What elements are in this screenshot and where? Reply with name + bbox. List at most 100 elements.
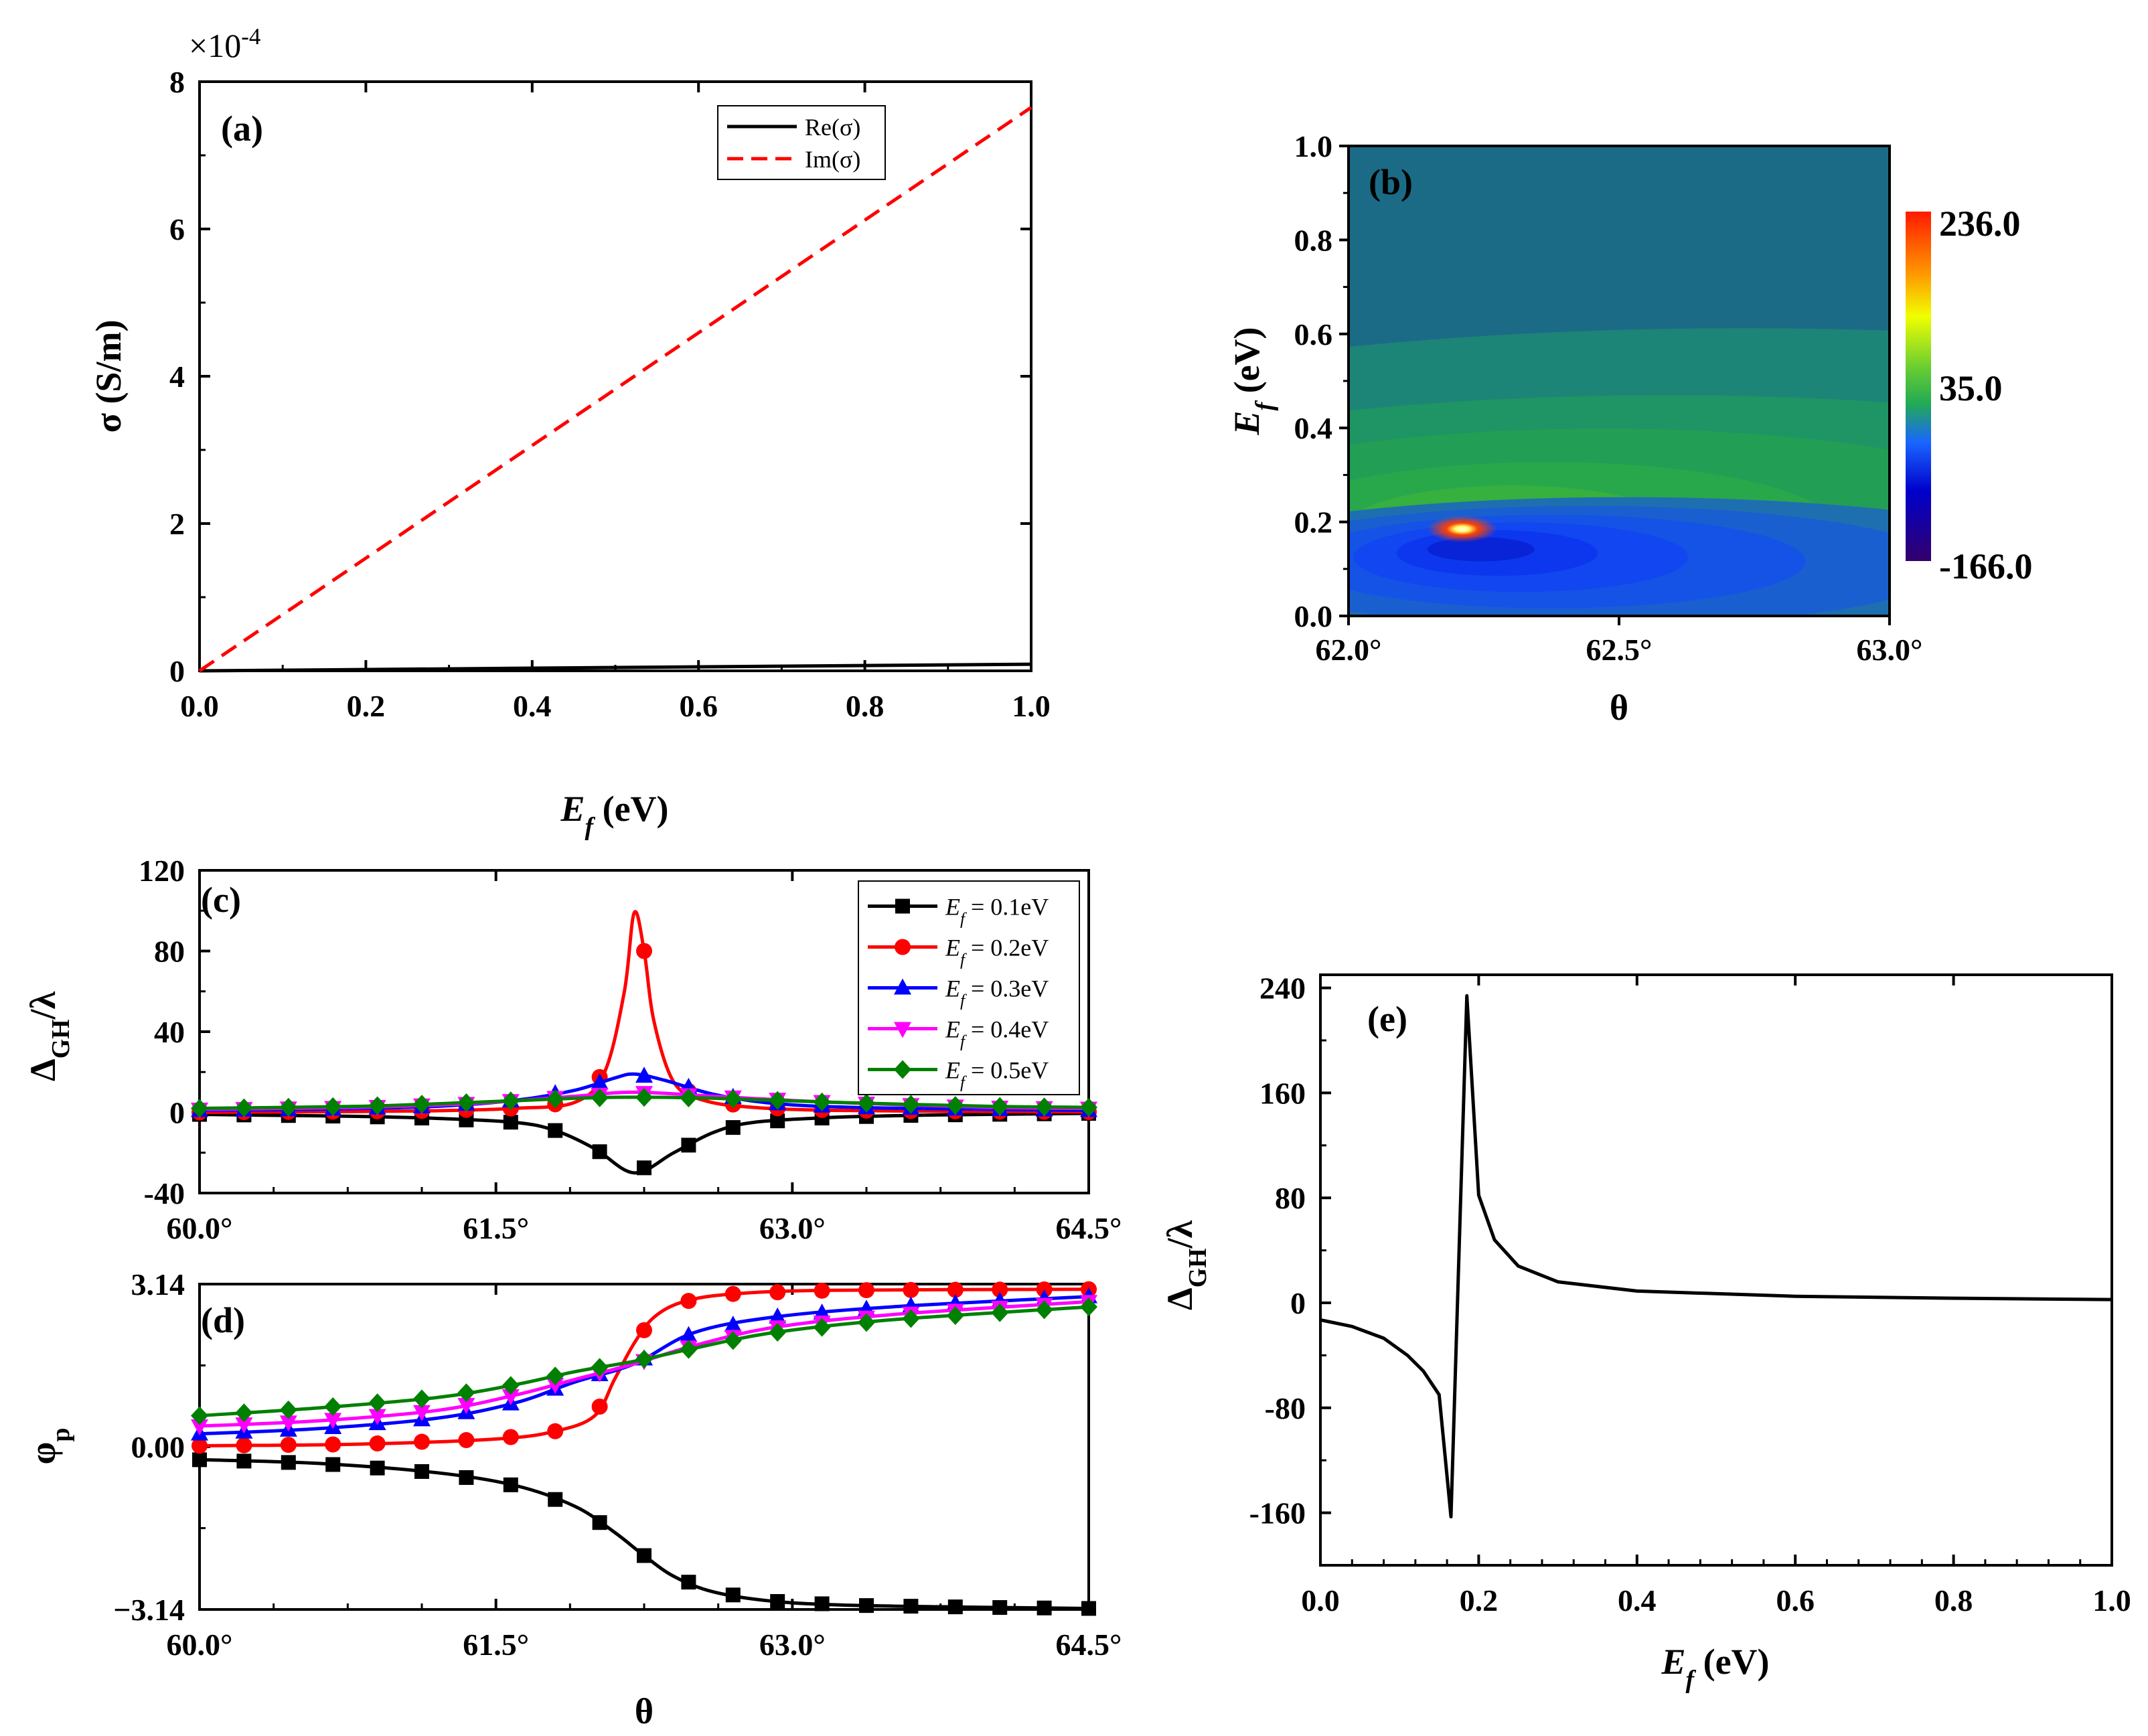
data-point bbox=[902, 1095, 920, 1114]
panel-b-plot: 62.0° 62.5° 63.0° 0.0 0.2 0.4 0.6 0.8 1.0 (b) 236.… bbox=[1227, 129, 2032, 728]
y-tick-label: 0.4 bbox=[1294, 411, 1333, 445]
data-point bbox=[457, 1398, 475, 1415]
y-tick-label: 80 bbox=[154, 935, 185, 969]
panel-label: (e) bbox=[1367, 999, 1407, 1039]
series-markers-5 bbox=[191, 1088, 1097, 1118]
x-tick-label: 0.8 bbox=[846, 689, 885, 723]
x-tick-label: 62.0° bbox=[1316, 633, 1382, 667]
panel-label: (a) bbox=[221, 108, 263, 149]
data-point bbox=[592, 1144, 607, 1160]
data-point bbox=[1035, 1300, 1053, 1320]
data-point bbox=[503, 1115, 518, 1130]
y-tick-label: 3.14 bbox=[131, 1267, 185, 1301]
data-point bbox=[680, 1293, 697, 1310]
series-line-1 bbox=[199, 1457, 1089, 1610]
data-point bbox=[637, 1160, 651, 1176]
data-point bbox=[1037, 1600, 1052, 1615]
data-point bbox=[724, 1316, 742, 1332]
data-point bbox=[636, 1322, 652, 1338]
x-tick-label: 60.0° bbox=[167, 1211, 233, 1245]
x-tick-label: 0.8 bbox=[1934, 1583, 1973, 1617]
y-axis-label: φp bbox=[23, 1428, 75, 1465]
data-point bbox=[770, 1113, 785, 1129]
series-markers-1 bbox=[192, 1452, 1096, 1616]
colorbar-label: -166.0 bbox=[1939, 546, 2032, 586]
data-point bbox=[813, 1092, 831, 1111]
y-tick-label: 8 bbox=[169, 65, 185, 99]
colorbar-label: 35.0 bbox=[1939, 368, 2003, 408]
data-point bbox=[413, 1389, 431, 1409]
x-tick-label: 62.5° bbox=[1586, 633, 1653, 667]
data-point bbox=[279, 1400, 297, 1419]
data-point bbox=[637, 1548, 651, 1563]
y-tick-label: -80 bbox=[1265, 1391, 1306, 1425]
series-line-2 bbox=[199, 910, 1089, 1114]
data-point bbox=[591, 1399, 608, 1415]
x-tick-label: 61.5° bbox=[463, 1211, 529, 1245]
data-point bbox=[414, 1433, 430, 1450]
data-point bbox=[814, 1596, 830, 1611]
data-point bbox=[591, 1088, 609, 1107]
x-tick-label: 0.4 bbox=[513, 689, 552, 723]
y-tick-label: 0.8 bbox=[1294, 223, 1333, 257]
colorbar-gradient bbox=[1906, 212, 1931, 561]
y-axis-label: ΔGH/λ bbox=[1160, 1220, 1212, 1310]
data-point bbox=[502, 1091, 520, 1111]
data-point bbox=[1080, 1297, 1097, 1317]
panel-label: (d) bbox=[201, 1300, 245, 1340]
data-point bbox=[459, 1470, 474, 1485]
x-tick-label: 1.0 bbox=[2092, 1583, 2131, 1617]
data-point bbox=[725, 1587, 741, 1603]
data-point bbox=[280, 1437, 297, 1453]
heatmap-field bbox=[1349, 146, 1890, 616]
x-axis-label: θ bbox=[635, 1691, 654, 1731]
series-markers-2 bbox=[191, 1281, 1097, 1454]
data-point bbox=[947, 1281, 964, 1298]
legend-label: Re(σ) bbox=[805, 114, 860, 141]
data-point bbox=[458, 1432, 475, 1449]
data-point bbox=[235, 1098, 253, 1117]
data-point bbox=[681, 1575, 696, 1590]
data-point bbox=[368, 1096, 386, 1115]
series-line-2 bbox=[198, 106, 1032, 673]
data-point bbox=[1081, 1601, 1096, 1616]
legend-label: Ef = 0.5eV bbox=[945, 1057, 1049, 1092]
data-point bbox=[725, 1120, 741, 1135]
data-point bbox=[814, 1282, 830, 1299]
x-tick-label: 63.0° bbox=[759, 1211, 826, 1245]
data-point bbox=[279, 1415, 297, 1432]
series-line-4 bbox=[199, 1299, 1089, 1428]
data-point bbox=[947, 1599, 963, 1615]
data-point bbox=[903, 1599, 919, 1614]
data-point bbox=[502, 1429, 519, 1445]
y-axis-label: Ef (eV) bbox=[1227, 327, 1279, 435]
y-tick-label: 80 bbox=[1275, 1181, 1306, 1215]
x-tick-label: 0.2 bbox=[347, 689, 386, 723]
y-tick-label: 1.0 bbox=[1294, 129, 1333, 163]
data-point bbox=[769, 1307, 787, 1324]
legend-marker bbox=[895, 939, 911, 955]
panel-c-plot: 60.0° 61.5° 63.0° 64.5° -40 0 40 80 120 Ef = 0.1e… bbox=[23, 854, 1122, 1245]
data-point bbox=[724, 1089, 742, 1109]
panel-label: (b) bbox=[1369, 162, 1413, 202]
data-point bbox=[502, 1376, 520, 1395]
y-tick-label: 40 bbox=[154, 1015, 185, 1049]
data-point bbox=[457, 1383, 475, 1403]
data-point bbox=[413, 1405, 431, 1421]
x-axis-label: θ bbox=[1610, 688, 1628, 728]
x-tick-label: 0.6 bbox=[679, 689, 718, 723]
x-tick-label: 60.0° bbox=[167, 1628, 233, 1662]
data-point bbox=[680, 1088, 698, 1107]
contour-band-lower bbox=[1427, 537, 1535, 562]
scale-factor-label: ×10-4 bbox=[189, 23, 260, 65]
data-point bbox=[281, 1455, 296, 1470]
data-point bbox=[546, 1378, 564, 1395]
data-point bbox=[946, 1306, 964, 1326]
data-point bbox=[769, 1091, 787, 1110]
panel-c: 60.0° 61.5° 63.0° 64.5° -40 0 40 80 120 Ef = 0.1e… bbox=[23, 854, 1122, 1245]
y-tick-label: 240 bbox=[1259, 971, 1306, 1006]
data-point bbox=[370, 1460, 385, 1476]
y-tick-label: 0 bbox=[1290, 1286, 1306, 1320]
data-point bbox=[591, 1073, 609, 1090]
data-point bbox=[324, 1097, 342, 1116]
